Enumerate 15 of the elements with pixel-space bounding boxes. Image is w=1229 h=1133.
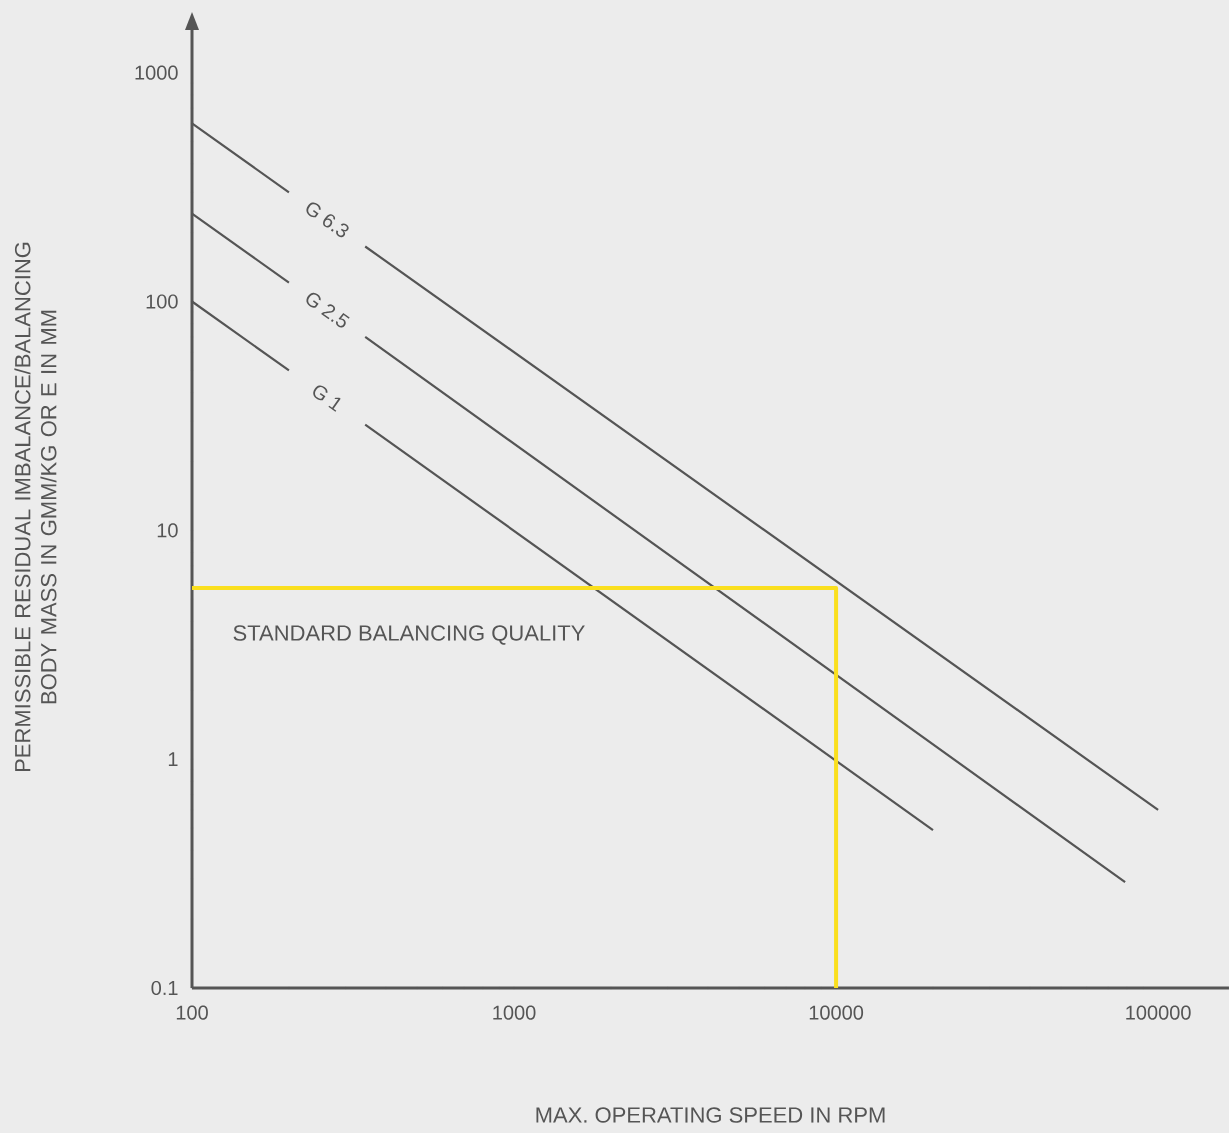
- y-tick-label: 0.1: [151, 980, 178, 996]
- x-tick-label: 100: [176, 1005, 208, 1020]
- text: G 6.3: [306, 202, 349, 238]
- y-tick-label: 1: [168, 752, 178, 767]
- x-tick-label: 10000: [809, 1005, 864, 1020]
- y-tick-label: 100: [146, 294, 178, 309]
- series-label: STANDARD BALANCING QUALITY: [233, 625, 585, 645]
- x-tick-label: 100000: [1126, 1005, 1191, 1020]
- text: G 1: [313, 385, 341, 412]
- text: G 2.5: [306, 292, 350, 328]
- x-axis-title: MAX. OPERATING SPEED IN RPM: [536, 1107, 885, 1123]
- x-tick-label: 1000: [493, 1005, 536, 1020]
- y-axis-title: PERMISSIBLE RESIDUAL IMBALANCE/BALANCING BODY MASS IN GMM/KG OR E IN MM: [14, 242, 57, 772]
- y-tick-label: 1000: [135, 65, 178, 80]
- y-tick-label: 10: [157, 523, 178, 538]
